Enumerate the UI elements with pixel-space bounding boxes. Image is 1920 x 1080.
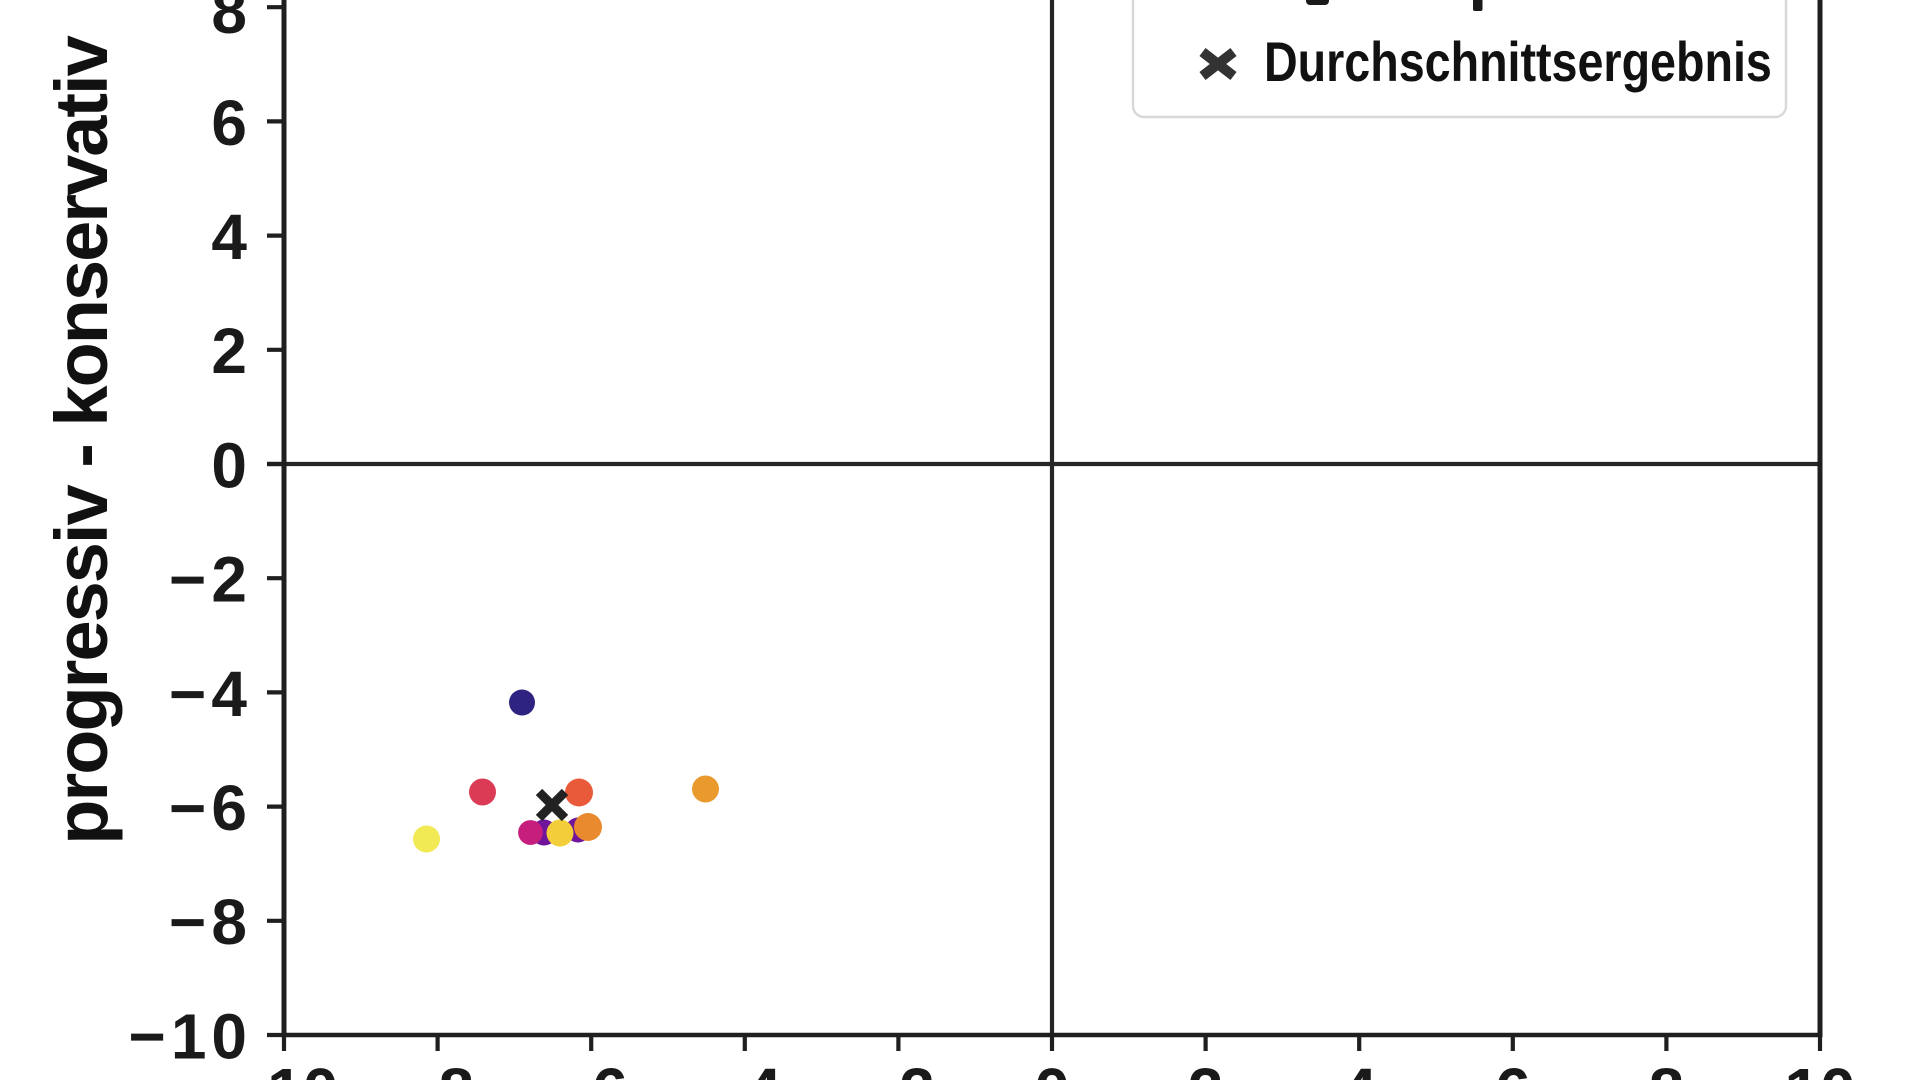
svg-text:Durchschnittsergebnis: Durchschnittsergebnis [1264, 30, 1772, 93]
svg-text:−2: −2 [169, 544, 252, 616]
svg-text:0: 0 [1034, 1055, 1070, 1080]
svg-text:−6: −6 [169, 772, 252, 844]
svg-text:−8: −8 [401, 1055, 474, 1080]
svg-text:8: 8 [211, 0, 252, 47]
svg-text:−10: −10 [128, 1000, 252, 1072]
svg-text:6: 6 [1495, 1055, 1531, 1080]
svg-text:4: 4 [1341, 1055, 1377, 1080]
svg-text:2: 2 [1188, 1055, 1224, 1080]
svg-text:2: 2 [211, 315, 252, 387]
svg-text:10: 10 [1784, 1055, 1855, 1080]
svg-text:−8: −8 [169, 886, 252, 958]
svg-text:−4: −4 [169, 658, 252, 730]
svg-text:6: 6 [211, 87, 252, 159]
svg-text:8: 8 [1649, 1055, 1685, 1080]
svg-text:−10: −10 [230, 1055, 339, 1080]
svg-text:−4: −4 [708, 1055, 781, 1080]
svg-text:progressiv - konservativ: progressiv - konservativ [40, 35, 123, 844]
svg-text:0: 0 [211, 429, 252, 501]
svg-text:4: 4 [211, 201, 252, 273]
svg-text:−2: −2 [862, 1055, 935, 1080]
svg-text:−6: −6 [555, 1055, 628, 1080]
